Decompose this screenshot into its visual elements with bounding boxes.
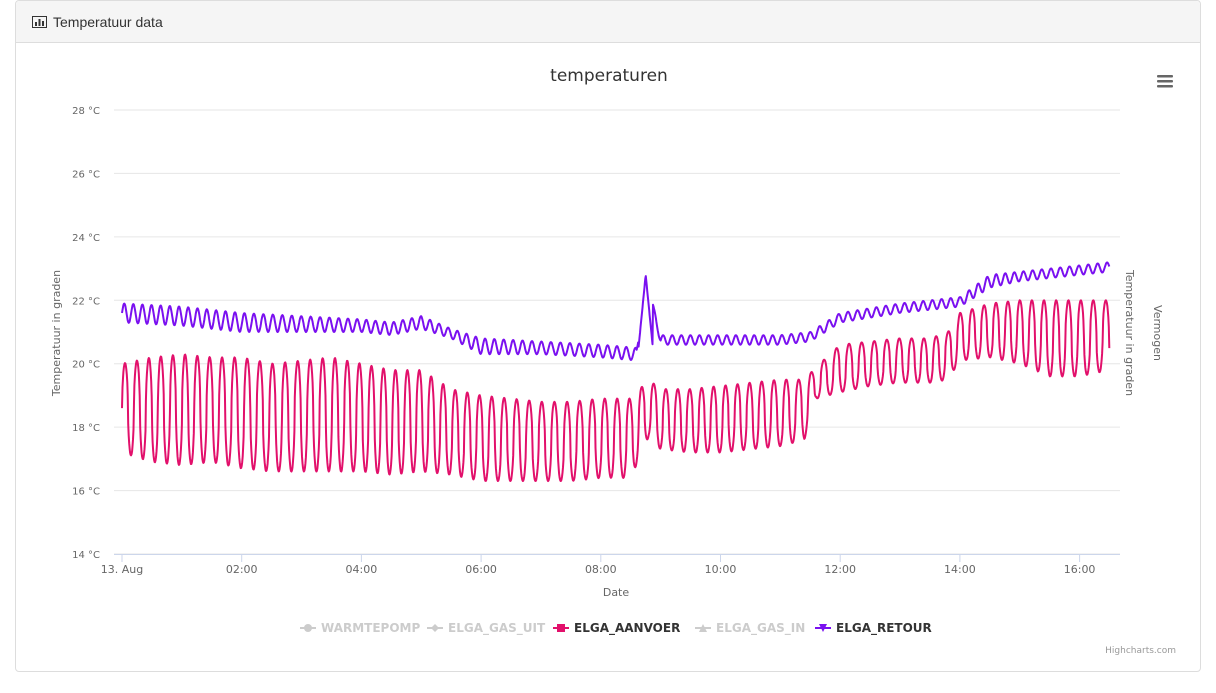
x-tick-label: 10:00: [705, 563, 737, 576]
panel-title: Temperatuur data: [53, 13, 163, 30]
legend-item-elga_retour[interactable]: ELGA_RETOUR: [815, 621, 932, 636]
panel-heading: Temperatuur data: [16, 1, 1200, 43]
y-tick-label: 28 °C: [72, 106, 100, 117]
line-chart: 14 °C 16 °C 18 °C 20 °C 22 °C 24 °C 26 °C 28 °C…: [50, 66, 1176, 656]
hamburger-menu-icon[interactable]: [1156, 73, 1174, 89]
y-tick-label: 26 °C: [72, 169, 100, 180]
x-tick-label: 06:00: [465, 563, 497, 576]
y-tick-label: 24 °C: [72, 233, 100, 244]
legend-label: WARMTEPOMP: [321, 621, 420, 635]
y-axis-right-title-2: Temperatuur in graden: [1123, 269, 1136, 396]
legend-label: ELGA_RETOUR: [836, 621, 932, 636]
x-axis-title: Date: [603, 586, 630, 599]
legend-label: ELGA_GAS_IN: [716, 621, 805, 636]
legend-marker-square-icon: [557, 624, 565, 632]
legend-marker-diamond-icon: [431, 624, 439, 632]
x-tick-label: 08:00: [585, 563, 617, 576]
legend-marker-triangle-icon: [699, 624, 707, 632]
series-group: [121, 261, 1111, 483]
x-tick-label: 02:00: [226, 563, 258, 576]
x-tick-label: 12:00: [824, 563, 856, 576]
legend-label: ELGA_AANVOER: [574, 621, 680, 636]
y-tick-label: 18 °C: [72, 423, 100, 434]
y-axis-ticks: 14 °C 16 °C 18 °C 20 °C 22 °C 24 °C 26 °C 28 °C: [72, 106, 100, 561]
y-tick-label: 20 °C: [72, 360, 100, 371]
legend-item-warmtepomp[interactable]: WARMTEPOMP: [300, 621, 420, 635]
y-tick-label: 14 °C: [72, 550, 100, 561]
legend-marker-triangle-down-icon: [819, 624, 827, 632]
series-line-elga_aanvoer[interactable]: [121, 299, 1111, 483]
chart-container: 14 °C 16 °C 18 °C 20 °C 22 °C 24 °C 26 °C 28 °C…: [16, 43, 1202, 673]
y-tick-label: 22 °C: [72, 296, 100, 307]
legend-item-elga_aanvoer[interactable]: ELGA_AANVOER: [553, 621, 680, 636]
x-tick-label: 16:00: [1064, 563, 1096, 576]
x-tick-label: 04:00: [346, 563, 378, 576]
legend-item-elga_gas_in[interactable]: ELGA_GAS_IN: [695, 621, 805, 636]
legend-item-elga_gas_uit[interactable]: ELGA_GAS_UIT: [427, 621, 546, 636]
x-axis: 13. Aug 02:00 04:00 06:00 08:00 10:00 12:00 14:…: [101, 554, 1120, 576]
y-axis-right-title-1: Vermogen: [1151, 305, 1164, 361]
legend-marker-circle-icon: [304, 624, 312, 632]
y-axis-title: Temperatuur in graden: [50, 270, 63, 397]
credits-link[interactable]: Highcharts.com: [1105, 646, 1176, 656]
bar-chart-icon: [32, 15, 47, 28]
x-tick-label: 13. Aug: [101, 563, 143, 576]
chart-panel: Temperatuur data 14 °C 16 °C 18 °C 20 °C 22 …: [15, 0, 1201, 672]
chart-title: temperaturen: [550, 66, 668, 86]
legend: WARMTEPOMP ELGA_GAS_UIT ELGA_AANVOER ELGA_G…: [300, 621, 932, 636]
series-line-elga_retour[interactable]: [121, 261, 1111, 361]
legend-label: ELGA_GAS_UIT: [448, 621, 546, 636]
x-tick-label: 14:00: [944, 563, 976, 576]
y-tick-label: 16 °C: [72, 487, 100, 498]
